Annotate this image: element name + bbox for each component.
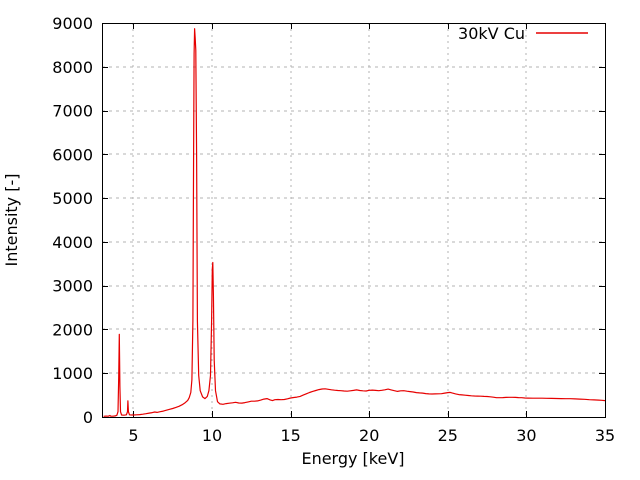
y-tick-label: 0 [83, 408, 93, 427]
x-tick-label: 20 [359, 426, 379, 445]
y-tick-label: 5000 [52, 189, 93, 208]
y-tick-label: 8000 [52, 58, 93, 77]
x-tick-label: 30 [516, 426, 536, 445]
x-tick-label: 35 [595, 426, 615, 445]
legend-label: 30kV Cu [458, 24, 525, 43]
y-axis-label: Intensity [-] [2, 174, 21, 267]
spectrum-curve [103, 28, 606, 417]
y-tick-label: 3000 [52, 277, 93, 296]
x-tick-label: 10 [202, 426, 222, 445]
y-tick-label: 6000 [52, 145, 93, 164]
y-tick-label: 9000 [52, 14, 93, 33]
y-tick-label: 7000 [52, 102, 93, 121]
plot-frame [102, 23, 606, 418]
y-tick-label: 2000 [52, 320, 93, 339]
x-tick-label: 15 [280, 426, 300, 445]
y-tick-label: 4000 [52, 233, 93, 252]
y-tick-label: 1000 [52, 364, 93, 383]
x-tick-label: 25 [438, 426, 458, 445]
x-tick-label: 5 [128, 426, 138, 445]
x-axis-label: Energy [keV] [301, 449, 404, 468]
